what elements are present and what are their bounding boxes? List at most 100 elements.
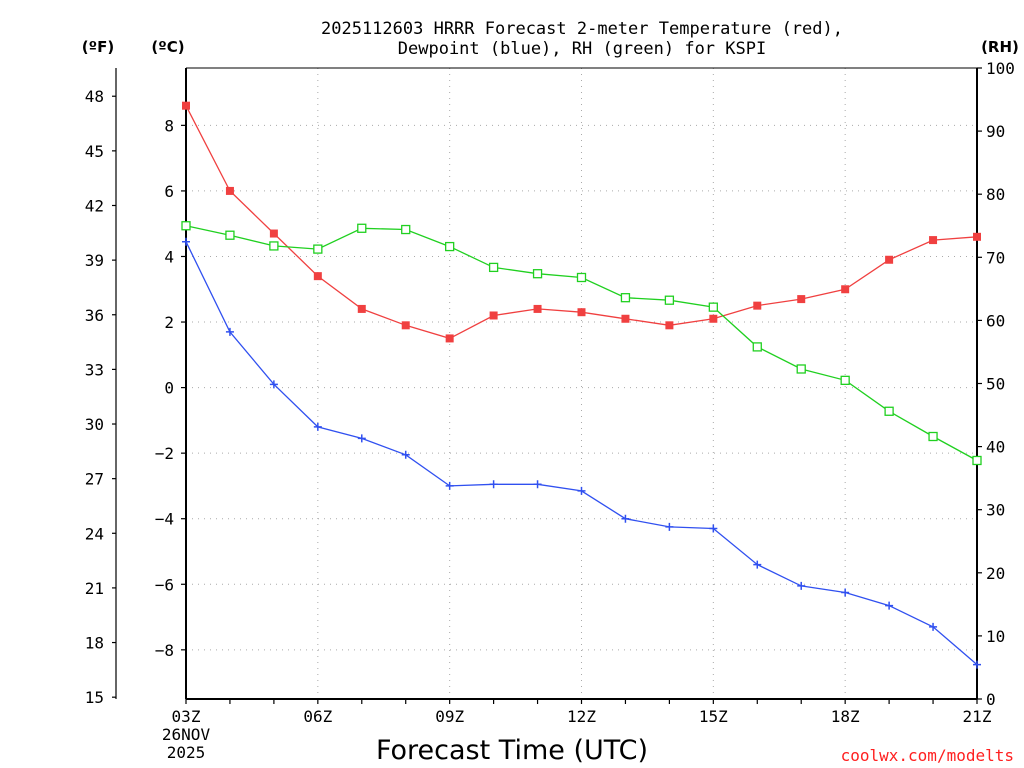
rh-point <box>840 375 850 385</box>
temperature-point <box>797 295 806 304</box>
x-ticks: 03Z 06Z 09Z 12Z 15Z 18Z 21Z <box>172 699 992 726</box>
rh-point <box>445 241 455 252</box>
rh-tick-label: 70 <box>986 248 1005 267</box>
unit-label-fahrenheit: (ºF) <box>82 38 114 56</box>
celsius-tick-label: 4 <box>164 247 174 266</box>
temperature-point <box>401 321 410 330</box>
series-layer <box>181 101 982 669</box>
fahrenheit-tick-label: 45 <box>85 142 104 161</box>
fahrenheit-tick-label: 33 <box>85 360 104 379</box>
temperature-point <box>269 229 278 238</box>
temperature-point <box>973 232 981 241</box>
temperature-point <box>709 314 718 323</box>
temperature-point <box>885 255 894 264</box>
dewpoint-point <box>841 588 850 597</box>
date-label-year: 2025 <box>167 743 206 762</box>
fahrenheit-tick-label: 42 <box>85 196 104 215</box>
rh-point <box>708 302 718 312</box>
rh-tick-label: 40 <box>986 438 1005 457</box>
fahrenheit-tick-label: 39 <box>85 251 104 270</box>
rh-point <box>313 244 323 254</box>
rh-point <box>620 293 631 303</box>
celsius-tick-label: −6 <box>155 575 174 594</box>
rh-tick-label: 30 <box>986 501 1005 520</box>
temperature-point <box>225 186 234 195</box>
title-block: 2025112603 HRRR Forecast 2-meter Tempera… <box>321 19 843 59</box>
fahrenheit-tick-label: 36 <box>85 306 104 325</box>
temperature-point <box>577 308 586 317</box>
rh-point <box>972 455 982 466</box>
rh-point <box>401 224 411 235</box>
temperature-point <box>533 304 542 313</box>
series-temperature <box>182 101 981 343</box>
x-tick-label: 09Z <box>435 707 464 726</box>
unit-label-rh: (RH) <box>981 38 1019 56</box>
unit-label-celsius: (ºC) <box>151 38 184 56</box>
rh-point <box>928 431 938 442</box>
fahrenheit-tick-label: 21 <box>85 579 104 598</box>
fahrenheit-tick-label: 18 <box>85 634 104 653</box>
x-tick-label: 18Z <box>831 707 860 726</box>
rh-point <box>488 262 499 273</box>
rh-tick-label: 90 <box>986 122 1005 141</box>
dewpoint-point <box>621 514 630 523</box>
rh-tick-label: 80 <box>986 185 1005 204</box>
dewpoint-point <box>489 480 498 489</box>
rh-tick-label: 100 <box>986 59 1015 78</box>
dewpoint-point <box>973 660 981 669</box>
chart-title-line-1: 2025112603 HRRR Forecast 2-meter Tempera… <box>321 19 843 39</box>
series-dewpoint <box>182 237 981 669</box>
dewpoint-point <box>182 237 190 246</box>
x-tick-label: 06Z <box>303 707 332 726</box>
dewpoint-point <box>797 581 806 590</box>
celsius-tick-label: 2 <box>164 313 174 332</box>
dewpoint-point <box>753 560 762 569</box>
celsius-tick-label: 8 <box>164 116 174 135</box>
date-label-day: 26NOV <box>162 725 211 744</box>
rh-point <box>796 364 806 374</box>
fahrenheit-tick-label: 48 <box>85 87 104 106</box>
dewpoint-point <box>709 524 718 533</box>
temperature-point <box>357 304 366 313</box>
celsius-tick-label: −2 <box>155 444 174 463</box>
celsius-tick-label: 0 <box>164 379 174 398</box>
x-tick-label: 21Z <box>963 707 992 726</box>
dewpoint-point <box>929 622 938 631</box>
dewpoint-point <box>313 422 322 431</box>
temperature-point <box>753 301 762 310</box>
x-axis-title: Forecast Time (UTC) <box>376 735 648 766</box>
dewpoint-point <box>225 327 234 336</box>
rh-point <box>664 295 675 305</box>
rh-point <box>532 269 543 279</box>
temperature-point <box>489 311 498 320</box>
x-tick-label: 15Z <box>699 707 728 726</box>
celsius-tick-label: 6 <box>164 182 174 201</box>
dewpoint-point <box>269 380 278 389</box>
rh-ticks: 0 10 20 30 40 50 60 70 80 90 100 <box>977 59 1015 709</box>
rh-tick-label: 60 <box>986 311 1005 330</box>
rh-tick-label: 50 <box>986 375 1005 394</box>
x-tick-label: 03Z <box>172 707 201 726</box>
x-tick-label: 12Z <box>567 707 596 726</box>
fahrenheit-tick-label: 15 <box>85 688 104 707</box>
temperature-point <box>621 314 630 323</box>
rh-tick-label: 20 <box>986 564 1005 583</box>
rh-point <box>576 272 587 283</box>
rh-point <box>884 406 894 416</box>
rh-point <box>225 230 235 240</box>
dewpoint-point <box>665 522 674 531</box>
dewpoint-point <box>401 450 410 459</box>
fahrenheit-tick-label: 27 <box>85 470 104 489</box>
temperature-point <box>445 334 454 343</box>
rh-tick-label: 0 <box>986 690 996 709</box>
dewpoint-point <box>533 480 542 489</box>
rh-point <box>357 223 367 233</box>
celsius-tick-label: −8 <box>155 641 174 660</box>
dewpoint-point <box>577 486 586 495</box>
rh-point <box>752 342 762 352</box>
credit-text: coolwx.com/modelts <box>841 746 1014 765</box>
fahrenheit-tick-label: 24 <box>85 524 104 543</box>
rh-point <box>181 221 191 231</box>
dewpoint-point <box>445 481 454 490</box>
